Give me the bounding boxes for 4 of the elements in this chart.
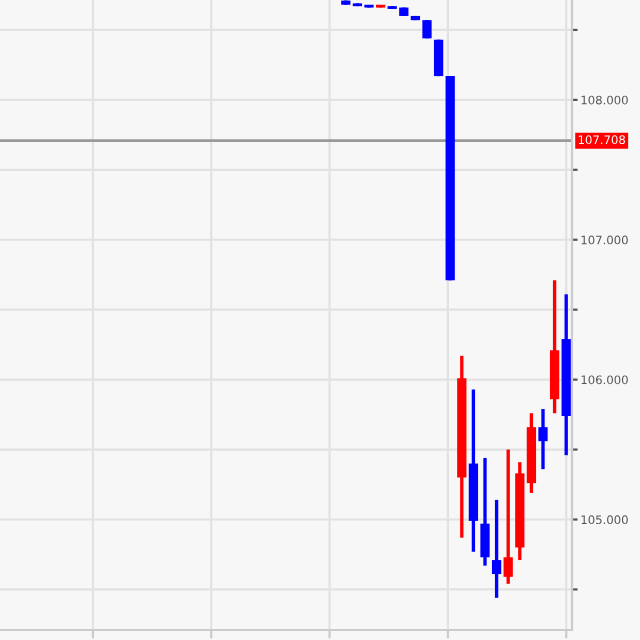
candlestick [538, 407, 548, 471]
candlestick [503, 447, 513, 586]
candlestick [480, 456, 490, 568]
candlestick [491, 498, 502, 600]
